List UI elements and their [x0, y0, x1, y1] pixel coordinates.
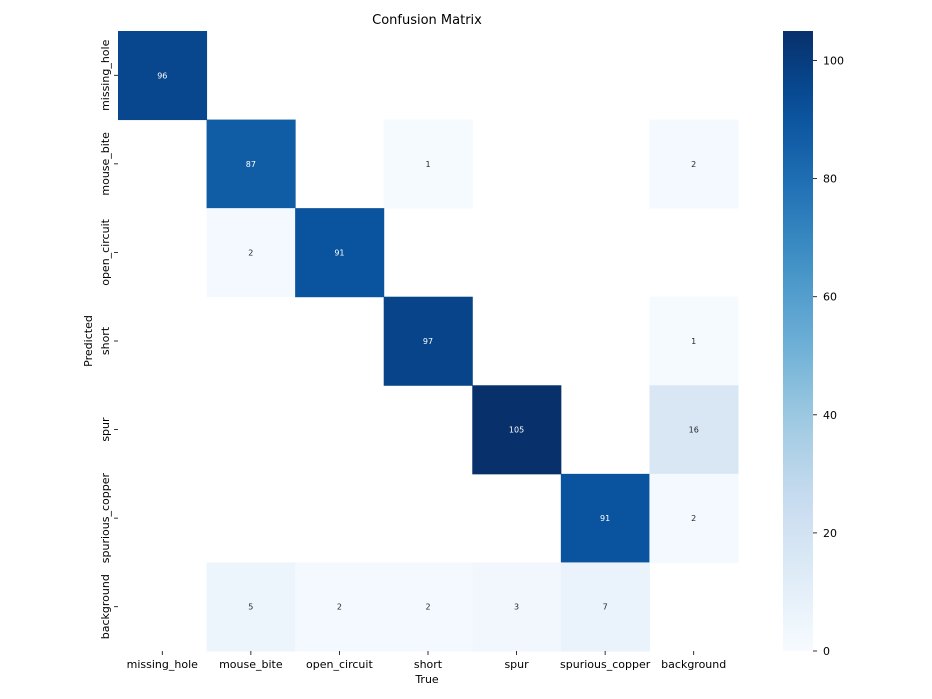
- cell-value-label: 2: [248, 248, 253, 257]
- heatmap-cell-spurious_copper-spurious_copper: [560, 473, 650, 563]
- cell-value-label: 2: [691, 160, 696, 169]
- chart-title: Confusion Matrix: [372, 13, 482, 28]
- x-tick-label-spur: spur: [504, 658, 529, 671]
- x-tick-label-mouse_bite: mouse_bite: [219, 658, 283, 671]
- cell-value-label: 2: [337, 603, 342, 612]
- x-tick-label-spurious_copper: spurious_copper: [560, 658, 651, 671]
- cell-value-label: 2: [425, 603, 430, 612]
- y-axis-label: Predicted: [82, 315, 95, 367]
- cell-value-label: 96: [157, 71, 167, 80]
- y-tick-label-spurious_copper: spurious_copper: [99, 473, 112, 564]
- cell-value-label: 97: [423, 337, 433, 346]
- x-tick-label-short: short: [414, 658, 443, 671]
- cell-value-label: 2: [691, 514, 696, 523]
- heatmap-cell-mouse_bite-background: [649, 119, 739, 209]
- y-tick-label-missing_hole: missing_hole: [99, 39, 112, 111]
- colorbar-tick-label: 60: [823, 291, 837, 304]
- heatmap-cell-mouse_bite-mouse_bite: [206, 119, 296, 209]
- colorbar-tick-label: 0: [823, 645, 830, 658]
- heatmap-cell-spurious_copper-background: [649, 473, 739, 563]
- colorbar-gradient: [783, 31, 813, 651]
- heatmap-cell-mouse_bite-short: [383, 119, 473, 209]
- heatmap-cell-spur-spur: [472, 385, 562, 475]
- cell-value-label: 3: [514, 603, 519, 612]
- x-axis-label: True: [414, 673, 439, 686]
- heatmap-cell-short-background: [649, 296, 739, 386]
- cell-value-label: 91: [334, 248, 344, 257]
- heatmap-cell-background-spurious_copper: [560, 562, 650, 652]
- heatmap-cell-spur-background: [649, 385, 739, 475]
- colorbar-tick-label: 40: [823, 409, 837, 422]
- cell-value-label: 5: [248, 603, 253, 612]
- heatmap-cell-background-short: [383, 562, 473, 652]
- y-tick-label-open_circuit: open_circuit: [99, 218, 112, 285]
- y-tick-label-spur: spur: [99, 417, 112, 442]
- cell-value-label: 7: [603, 603, 608, 612]
- heatmap-cell-background-mouse_bite: [206, 562, 296, 652]
- x-axis: missing_hole mouse_bite open_circuit short s…: [127, 650, 726, 671]
- heatmap-cell-open_circuit-mouse_bite: [206, 208, 296, 298]
- x-tick-label-open_circuit: open_circuit: [306, 658, 373, 671]
- cell-value-label: 1: [425, 160, 430, 169]
- cell-value-label: 91: [600, 514, 610, 523]
- x-tick-label-background: background: [661, 658, 726, 671]
- colorbar-tick-label: 80: [823, 173, 837, 186]
- heatmap-cells: [118, 31, 739, 652]
- heatmap-cell-background-open_circuit: [295, 562, 385, 652]
- y-tick-label-mouse_bite: mouse_bite: [99, 132, 112, 196]
- y-tick-label-short: short: [99, 326, 112, 355]
- heatmap-cell-labels: 96 87 1 2 2 91 97 1 105 16 91 2 5 2 2 3 7: [157, 71, 699, 611]
- heatmap-cell-background-spur: [472, 562, 562, 652]
- colorbar: 0 20 40 60 80 100: [783, 31, 844, 658]
- colorbar-tick-label: 20: [823, 527, 837, 540]
- cell-value-label: 105: [509, 426, 524, 435]
- heatmap-cell-open_circuit-open_circuit: [295, 208, 385, 298]
- x-tick-label-missing_hole: missing_hole: [127, 658, 199, 671]
- cell-value-label: 87: [246, 160, 256, 169]
- cell-value-label: 1: [691, 337, 696, 346]
- heatmap-cell-missing_hole-missing_hole: [118, 31, 208, 121]
- y-tick-label-background: background: [99, 574, 112, 639]
- cell-value-label: 16: [689, 426, 699, 435]
- colorbar-tick-label: 100: [823, 55, 844, 68]
- heatmap-cell-short-short: [383, 296, 473, 386]
